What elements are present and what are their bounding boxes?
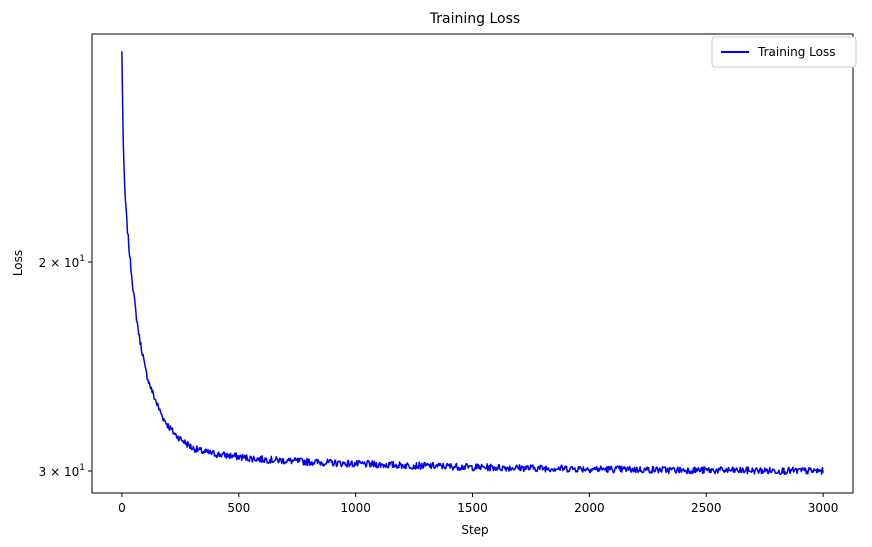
legend: Training Loss	[711, 36, 857, 68]
legend-box	[711, 36, 857, 68]
x-tick-label: 2000	[574, 501, 605, 515]
series-line-training-loss	[121, 51, 824, 475]
x-tick-label: 500	[227, 501, 250, 515]
x-tick-label: 1500	[457, 501, 488, 515]
y-tick-label: 3 × 101	[39, 463, 85, 479]
plot-area: 0 500 1000 1500 2000 2500 3000 2 × 101 3 × 101	[39, 33, 854, 515]
x-axis-label: Step	[461, 523, 488, 537]
y-axis-label: Loss	[11, 250, 25, 276]
y-tick-label: 2 × 101	[39, 254, 85, 270]
x-tick-label: 0	[118, 501, 126, 515]
legend-label-training-loss: Training Loss	[757, 45, 835, 59]
y-axis-ticks: 2 × 101 3 × 101	[39, 254, 92, 479]
x-tick-label: 1000	[340, 501, 371, 515]
axes-frame	[91, 33, 854, 494]
x-tick-label: 3000	[808, 501, 839, 515]
x-axis-ticks: 0 500 1000 1500 2000 2500 3000	[118, 493, 838, 515]
x-tick-label: 2500	[691, 501, 722, 515]
chart-title: Training Loss	[429, 11, 520, 27]
